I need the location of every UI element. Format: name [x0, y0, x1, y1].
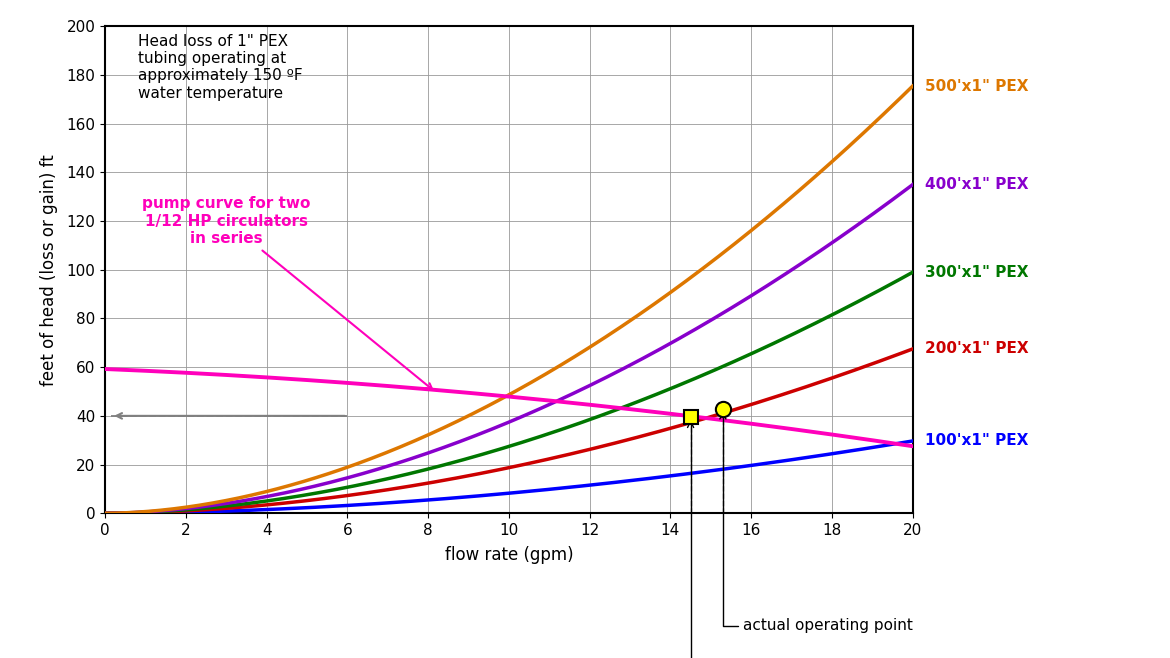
- Text: pump curve for two
1/12 HP circulators
in series: pump curve for two 1/12 HP circulators i…: [143, 196, 433, 390]
- Text: 100'x1" PEX: 100'x1" PEX: [924, 434, 1028, 449]
- Text: 400'x1" PEX: 400'x1" PEX: [924, 177, 1028, 192]
- Text: “target” operating point: “target” operating point: [688, 421, 949, 658]
- Text: actual operating point: actual operating point: [720, 413, 913, 633]
- Text: 500'x1" PEX: 500'x1" PEX: [924, 78, 1028, 93]
- Text: Head loss of 1" PEX
tubing operating at
approximately 150 ºF
water temperature: Head loss of 1" PEX tubing operating at …: [138, 34, 302, 101]
- Y-axis label: feet of head (loss or gain) ft: feet of head (loss or gain) ft: [40, 154, 58, 386]
- Text: 200'x1" PEX: 200'x1" PEX: [924, 342, 1028, 357]
- Text: 300'x1" PEX: 300'x1" PEX: [924, 265, 1028, 280]
- X-axis label: flow rate (gpm): flow rate (gpm): [445, 546, 573, 565]
